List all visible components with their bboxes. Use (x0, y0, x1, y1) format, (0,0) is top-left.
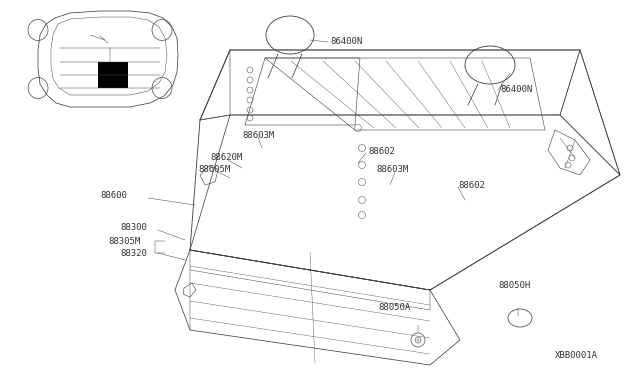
Bar (98, 62, 128, 88)
Text: 86400N: 86400N (330, 38, 362, 46)
Text: 88600: 88600 (100, 192, 127, 201)
Text: 88602: 88602 (458, 180, 485, 189)
Text: 88050H: 88050H (498, 280, 531, 289)
Text: 88050A: 88050A (378, 304, 410, 312)
Text: 88620M: 88620M (210, 154, 243, 163)
Text: 88603M: 88603M (242, 131, 275, 140)
Text: 88603M: 88603M (376, 166, 408, 174)
Text: 88305M: 88305M (108, 237, 140, 246)
Text: XBB0001A: XBB0001A (555, 350, 598, 359)
Text: 86400N: 86400N (500, 86, 532, 94)
Text: 88605M: 88605M (198, 166, 230, 174)
Text: 88602: 88602 (368, 148, 395, 157)
Text: 88300: 88300 (120, 224, 147, 232)
Text: 88320: 88320 (120, 248, 147, 257)
